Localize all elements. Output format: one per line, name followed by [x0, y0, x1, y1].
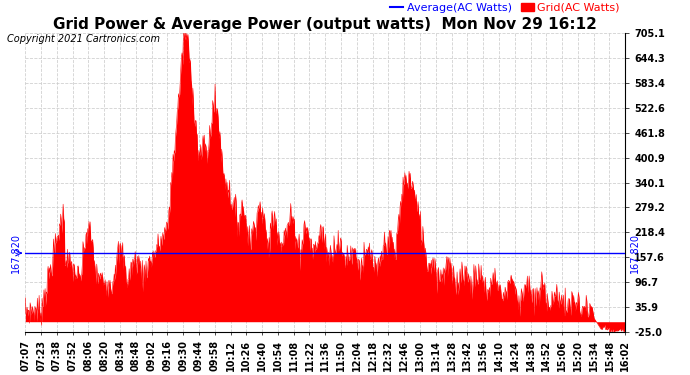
Text: Copyright 2021 Cartronics.com: Copyright 2021 Cartronics.com	[7, 34, 160, 44]
Title: Grid Power & Average Power (output watts)  Mon Nov 29 16:12: Grid Power & Average Power (output watts…	[53, 17, 598, 32]
Legend: Average(AC Watts), Grid(AC Watts): Average(AC Watts), Grid(AC Watts)	[390, 3, 620, 13]
Text: 167.820: 167.820	[630, 233, 640, 273]
Text: 167.820: 167.820	[10, 233, 21, 273]
